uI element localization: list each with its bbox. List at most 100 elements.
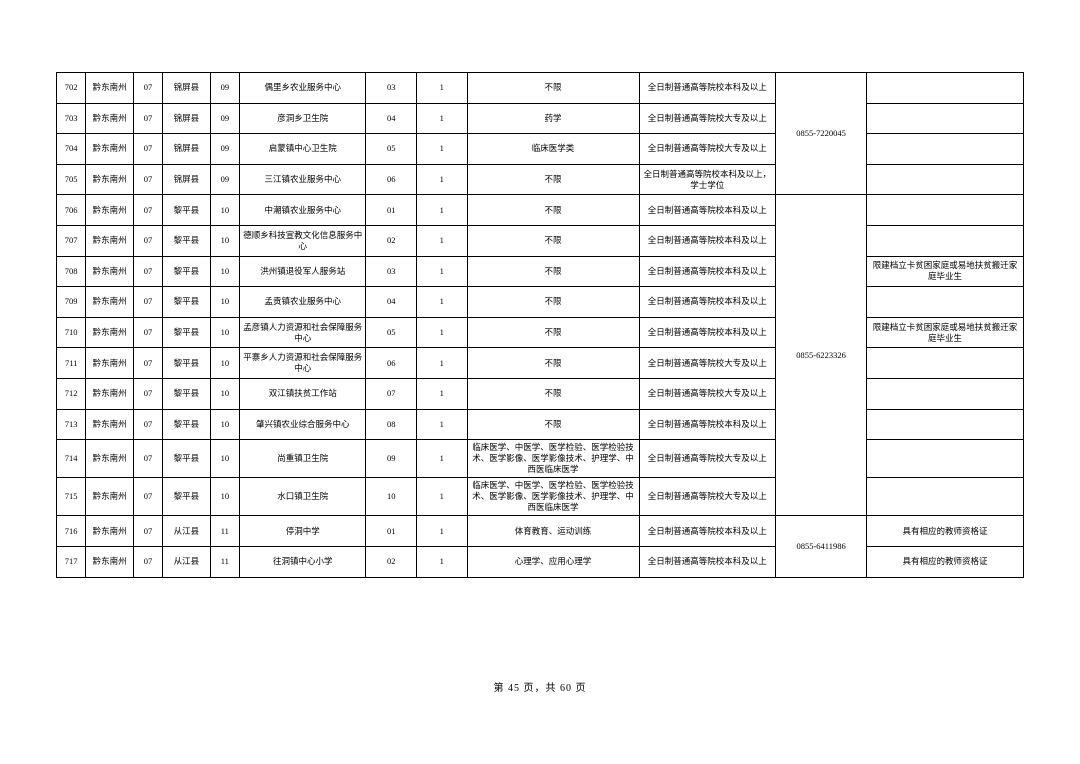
cell-code2: 10 (210, 287, 239, 318)
table-row: 710黔东南州07黎平县10孟彦镇人力资源和社会保障服务中心051不限全日制普通… (57, 317, 1024, 348)
page-container: 702黔东南州07锦屏县09偶里乡农业服务中心031不限全日制普通高等院校本科及… (0, 0, 1080, 578)
cell-reg: 黔东南州 (86, 225, 134, 256)
cell-cnt: 1 (417, 103, 468, 134)
table-row: 713黔东南州07黎平县10肇兴镇农业综合服务中心081不限全日制普通高等院校本… (57, 409, 1024, 440)
cell-pos: 06 (366, 164, 417, 195)
table-row: 706黔东南州07黎平县10中潮镇农业服务中心011不限全日制普通高等院校本科及… (57, 195, 1024, 226)
cell-cnt: 1 (417, 440, 468, 478)
table-row: 711黔东南州07黎平县10平寨乡人力资源和社会保障服务中心061不限全日制普通… (57, 348, 1024, 379)
cell-unit: 肇兴镇农业综合服务中心 (240, 409, 366, 440)
cell-seq: 717 (57, 547, 86, 578)
cell-unit: 平寨乡人力资源和社会保障服务中心 (240, 348, 366, 379)
cell-rem (867, 73, 1024, 104)
cell-code1: 07 (133, 256, 162, 287)
cell-code2: 10 (210, 409, 239, 440)
cell-code1: 07 (133, 378, 162, 409)
cell-cnt: 1 (417, 73, 468, 104)
cell-maj: 体育教育、运动训练 (467, 516, 639, 547)
cell-code1: 07 (133, 348, 162, 379)
cell-edu: 全日制普通高等院校大专及以上 (639, 134, 776, 165)
cell-cnt: 1 (417, 547, 468, 578)
table-row: 705黔东南州07锦屏县09三江镇农业服务中心061不限全日制普通高等院校本科及… (57, 164, 1024, 195)
cell-seq: 716 (57, 516, 86, 547)
cell-cnt: 1 (417, 478, 468, 516)
cell-code1: 07 (133, 134, 162, 165)
cell-code2: 11 (210, 516, 239, 547)
cell-cty: 从江县 (163, 547, 211, 578)
cell-code2: 11 (210, 547, 239, 578)
cell-cnt: 1 (417, 516, 468, 547)
cell-maj: 心理学、应用心理学 (467, 547, 639, 578)
cell-seq: 713 (57, 409, 86, 440)
cell-edu: 全日制普通高等院校大专及以上 (639, 348, 776, 379)
cell-reg: 黔东南州 (86, 409, 134, 440)
cell-reg: 黔东南州 (86, 73, 134, 104)
cell-unit: 双江镇扶贫工作站 (240, 378, 366, 409)
cell-cty: 黎平县 (163, 348, 211, 379)
cell-unit: 停洞中学 (240, 516, 366, 547)
cell-cnt: 1 (417, 195, 468, 226)
cell-unit: 中潮镇农业服务中心 (240, 195, 366, 226)
cell-pos: 02 (366, 225, 417, 256)
cell-pos: 04 (366, 287, 417, 318)
cell-seq: 712 (57, 378, 86, 409)
cell-maj: 不限 (467, 348, 639, 379)
cell-edu: 全日制普通高等院校本科及以上 (639, 516, 776, 547)
cell-cty: 黎平县 (163, 256, 211, 287)
cell-maj: 不限 (467, 256, 639, 287)
cell-seq: 714 (57, 440, 86, 478)
cell-edu: 全日制普通高等院校本科及以上 (639, 256, 776, 287)
cell-reg: 黔东南州 (86, 440, 134, 478)
cell-code2: 10 (210, 348, 239, 379)
cell-code1: 07 (133, 195, 162, 226)
cell-edu: 全日制普通高等院校本科及以上 (639, 409, 776, 440)
cell-tel: 0855-7220045 (776, 73, 867, 195)
cell-maj: 不限 (467, 225, 639, 256)
cell-code2: 10 (210, 317, 239, 348)
cell-pos: 05 (366, 317, 417, 348)
cell-pos: 02 (366, 547, 417, 578)
cell-code2: 10 (210, 440, 239, 478)
cell-tel: 0855-6223326 (776, 195, 867, 516)
cell-edu: 全日制普通高等院校大专及以上 (639, 478, 776, 516)
cell-maj: 不限 (467, 317, 639, 348)
cell-seq: 710 (57, 317, 86, 348)
cell-rem (867, 225, 1024, 256)
cell-reg: 黔东南州 (86, 378, 134, 409)
cell-pos: 09 (366, 440, 417, 478)
cell-edu: 全日制普通高等院校本科及以上 (639, 547, 776, 578)
cell-maj: 药学 (467, 103, 639, 134)
cell-unit: 洪州镇退役军人服务站 (240, 256, 366, 287)
cell-seq: 706 (57, 195, 86, 226)
cell-rem: 具有相应的教师资格证 (867, 547, 1024, 578)
cell-reg: 黔东南州 (86, 195, 134, 226)
cell-seq: 715 (57, 478, 86, 516)
data-table: 702黔东南州07锦屏县09偶里乡农业服务中心031不限全日制普通高等院校本科及… (56, 72, 1024, 578)
cell-code1: 07 (133, 317, 162, 348)
cell-cty: 黎平县 (163, 225, 211, 256)
cell-pos: 06 (366, 348, 417, 379)
cell-seq: 708 (57, 256, 86, 287)
cell-reg: 黔东南州 (86, 317, 134, 348)
cell-maj: 临床医学、中医学、医学检验、医学检验技术、医学影像、医学影像技术、护理学、中西医… (467, 440, 639, 478)
cell-code2: 10 (210, 378, 239, 409)
cell-rem (867, 134, 1024, 165)
cell-cty: 黎平县 (163, 317, 211, 348)
cell-edu: 全日制普通高等院校本科及以上 (639, 287, 776, 318)
cell-rem: 具有相应的教师资格证 (867, 516, 1024, 547)
cell-unit: 偶里乡农业服务中心 (240, 73, 366, 104)
cell-code2: 10 (210, 225, 239, 256)
cell-reg: 黔东南州 (86, 256, 134, 287)
table-body: 702黔东南州07锦屏县09偶里乡农业服务中心031不限全日制普通高等院校本科及… (57, 73, 1024, 578)
cell-rem (867, 478, 1024, 516)
cell-unit: 尚重镇卫生院 (240, 440, 366, 478)
table-row: 703黔东南州07锦屏县09彦洞乡卫生院041药学全日制普通高等院校大专及以上 (57, 103, 1024, 134)
cell-pos: 03 (366, 256, 417, 287)
cell-reg: 黔东南州 (86, 348, 134, 379)
cell-maj: 不限 (467, 164, 639, 195)
table-row: 712黔东南州07黎平县10双江镇扶贫工作站071不限全日制普通高等院校大专及以… (57, 378, 1024, 409)
cell-unit: 往洞镇中心小学 (240, 547, 366, 578)
cell-code2: 10 (210, 478, 239, 516)
cell-edu: 全日制普通高等院校大专及以上 (639, 440, 776, 478)
cell-rem: 限建档立卡贫困家庭或易地扶贫搬迁家庭毕业生 (867, 256, 1024, 287)
